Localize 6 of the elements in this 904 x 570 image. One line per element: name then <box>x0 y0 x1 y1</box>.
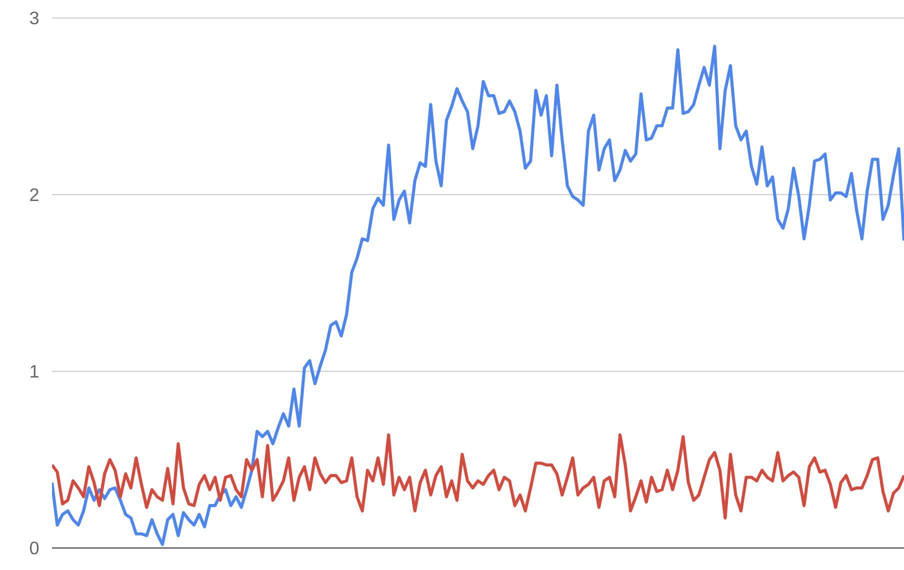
line-series <box>52 433 904 520</box>
y-tick-label: 0 <box>30 542 39 554</box>
line-series <box>52 44 904 546</box>
y-tick-label: 3 <box>30 12 39 24</box>
y-tick-label: 1 <box>30 365 38 378</box>
y-tick-label: 2 <box>30 188 38 201</box>
